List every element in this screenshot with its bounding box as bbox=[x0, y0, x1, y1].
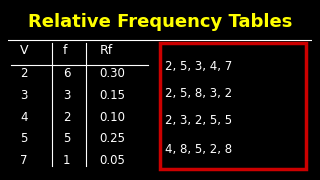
Text: 0.25: 0.25 bbox=[99, 132, 125, 145]
Text: 5: 5 bbox=[20, 132, 28, 145]
Text: V: V bbox=[20, 44, 29, 57]
Text: 4: 4 bbox=[20, 111, 28, 123]
Text: 4, 8, 5, 2, 8: 4, 8, 5, 2, 8 bbox=[164, 143, 232, 156]
Text: Relative Frequency Tables: Relative Frequency Tables bbox=[28, 13, 292, 31]
Text: Rf: Rf bbox=[99, 44, 113, 57]
Text: 1: 1 bbox=[63, 154, 70, 167]
Text: 2: 2 bbox=[20, 67, 28, 80]
Text: 0.05: 0.05 bbox=[99, 154, 125, 167]
Text: 6: 6 bbox=[63, 67, 70, 80]
Text: f: f bbox=[63, 44, 67, 57]
Text: 2, 5, 3, 4, 7: 2, 5, 3, 4, 7 bbox=[164, 60, 232, 73]
Text: 0.30: 0.30 bbox=[99, 67, 125, 80]
Text: 2, 5, 8, 3, 2: 2, 5, 8, 3, 2 bbox=[164, 87, 232, 100]
Text: 0.10: 0.10 bbox=[99, 111, 125, 123]
Text: 5: 5 bbox=[63, 132, 70, 145]
Text: 3: 3 bbox=[63, 89, 70, 102]
Text: 7: 7 bbox=[20, 154, 28, 167]
Text: 0.15: 0.15 bbox=[99, 89, 125, 102]
Text: 3: 3 bbox=[20, 89, 28, 102]
Text: 2: 2 bbox=[63, 111, 70, 123]
Text: 2, 3, 2, 5, 5: 2, 3, 2, 5, 5 bbox=[164, 114, 232, 127]
